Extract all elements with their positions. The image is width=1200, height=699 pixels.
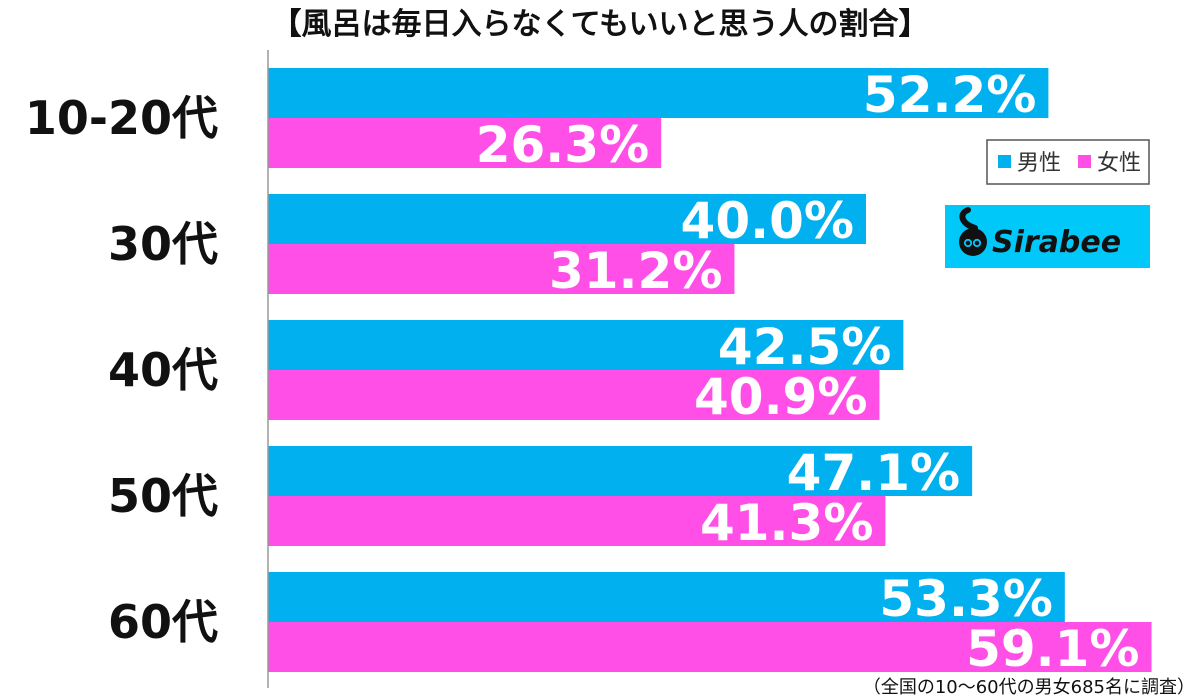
value-label-female: 40.9%: [694, 368, 867, 426]
category-labels: 10-20代 30代 40代 50代 60代: [25, 91, 218, 649]
value-label-male: 42.5%: [718, 318, 891, 376]
brand-logo: Sirabee: [945, 205, 1150, 268]
value-label-male: 47.1%: [787, 444, 960, 502]
value-label-female: 59.1%: [966, 620, 1139, 678]
bar-male: [268, 68, 1049, 118]
bar-female: [268, 244, 735, 294]
category-label: 30代: [108, 217, 218, 271]
bar-male: [268, 320, 904, 370]
legend-label-male: 男性: [1017, 151, 1061, 176]
legend-box: [986, 139, 1150, 185]
bar-female: [268, 370, 880, 420]
legend-swatch-female: [1078, 155, 1091, 168]
value-label-female: 41.3%: [700, 494, 873, 552]
survey-note: （全国の10〜60代の男女685名に調査）: [863, 677, 1195, 698]
bar-female: [268, 496, 886, 546]
bar-male: [268, 194, 866, 244]
category-label: 50代: [108, 469, 218, 523]
bar-male: [268, 446, 973, 496]
bar-female: [268, 118, 662, 168]
value-label-female: 31.2%: [549, 242, 722, 300]
category-label: 40代: [108, 343, 218, 397]
category-label: 60代: [108, 595, 218, 649]
value-label-male: 52.2%: [863, 66, 1036, 124]
value-labels: 52.2% 26.3% 40.0%31.2% 42.5%40.9% 47.1%41.3%…: [476, 66, 1140, 678]
brand-name: Sirabee: [992, 225, 1121, 260]
legend-swatch-male: [998, 155, 1011, 168]
brand-mark-icon: [959, 207, 987, 256]
value-label-male: 40.0%: [681, 192, 854, 250]
chart-title: 【風呂は毎日入らなくてもいいと思う人の割合】: [272, 7, 929, 42]
bar-female: [268, 622, 1152, 672]
value-label-male: 53.3%: [879, 570, 1052, 628]
legend: 男性 女性: [986, 139, 1150, 185]
category-label: 10-20代: [25, 91, 218, 145]
legend-label-female: 女性: [1097, 151, 1141, 176]
value-label-female: 26.3%: [476, 116, 649, 174]
bars-group: [268, 68, 1152, 672]
bar-male: [268, 572, 1065, 622]
